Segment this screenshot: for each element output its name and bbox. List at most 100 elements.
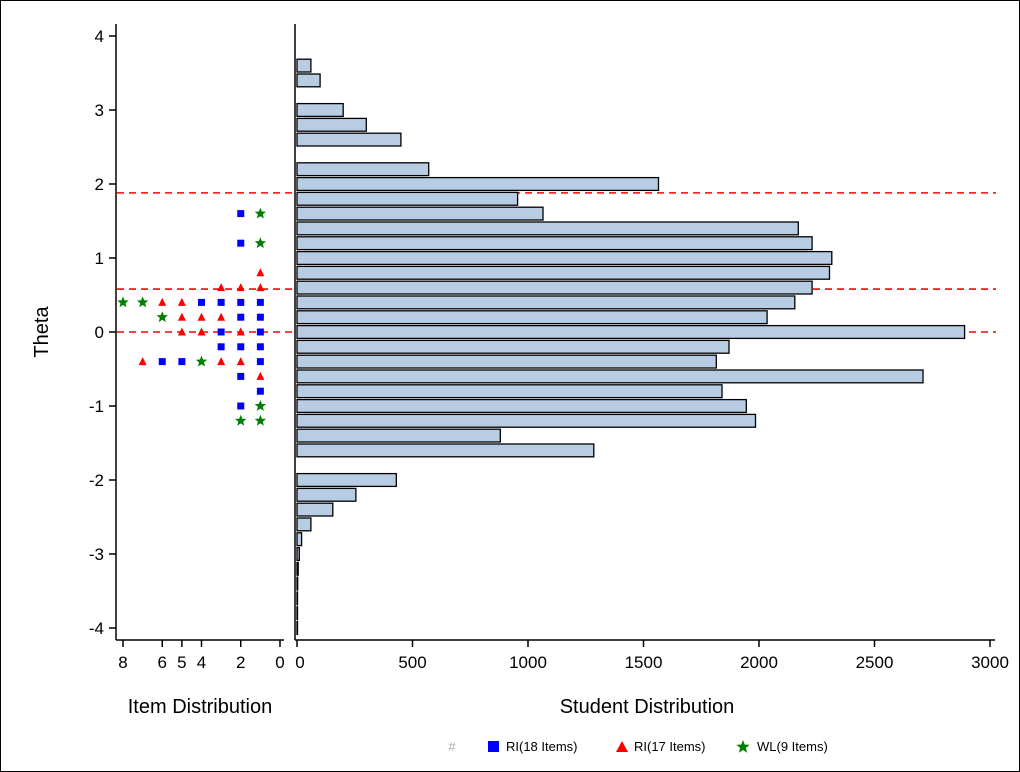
item-x-tick-label: 2 — [236, 653, 245, 672]
student-distribution-bars — [296, 58, 966, 636]
red-triangle-marker — [236, 357, 245, 366]
red-triangle-marker — [256, 268, 265, 277]
legend-label-ri18: RI(18 Items) — [506, 739, 578, 754]
red-triangle-marker — [217, 312, 226, 321]
student-x-tick-label: 0 — [295, 653, 304, 672]
student-x-tick-label: 1000 — [509, 653, 547, 672]
blue-square-marker — [256, 387, 264, 395]
red-triangle-marker — [217, 357, 226, 366]
red-triangle-marker — [177, 312, 186, 321]
red-triangle-marker — [217, 283, 226, 292]
histogram-bar — [296, 132, 402, 147]
histogram-bar — [296, 428, 501, 443]
histogram-bar — [296, 413, 757, 428]
red-triangle-marker — [177, 327, 186, 336]
legend: # RI(18 Items) RI(17 Items) WL(9 Items) — [448, 739, 827, 754]
blue-square-marker — [237, 210, 245, 218]
y-tick-label: 3 — [95, 101, 104, 120]
blue-square-marker — [198, 298, 205, 306]
histogram-bar — [296, 546, 300, 562]
histogram-bar — [296, 310, 768, 325]
blue-square-marker — [256, 298, 264, 306]
histogram-bar — [296, 472, 397, 488]
item-distribution-points — [117, 207, 267, 426]
red-triangle-marker — [158, 297, 167, 306]
item-x-tick-label: 4 — [197, 653, 206, 672]
red-triangle-marker — [177, 297, 186, 306]
green-star-marker — [235, 414, 247, 426]
blue-square-marker — [237, 298, 245, 306]
green-star-marker — [117, 296, 129, 308]
histogram-bar — [296, 280, 813, 295]
histogram-bar — [296, 502, 334, 517]
item-x-tick-label: 6 — [158, 653, 167, 672]
green-star-marker — [254, 400, 267, 411]
histogram-bar — [296, 620, 299, 636]
student-x-tick-label: 500 — [398, 653, 426, 672]
blue-square-marker — [158, 358, 166, 366]
legend-label-wl9: WL(9 Items) — [757, 739, 828, 754]
green-star-marker — [156, 311, 168, 323]
student-x-tick-label: 2500 — [856, 653, 894, 672]
blue-square-marker — [237, 343, 245, 351]
histogram-bar — [296, 176, 660, 192]
red-triangle-marker — [256, 371, 265, 380]
blue-square-marker — [217, 298, 225, 306]
y-tick-label: -2 — [89, 471, 104, 490]
blue-square-marker — [237, 313, 245, 321]
histogram-bar — [296, 250, 833, 266]
histogram-bar — [296, 102, 344, 118]
legend-item-wl9: WL(9 Items) — [736, 739, 828, 754]
histogram-bar — [296, 591, 299, 606]
histogram-bar — [296, 58, 312, 73]
y-tick-label: 0 — [95, 323, 104, 342]
y-tick-label: -1 — [89, 397, 104, 416]
blue-square-marker — [256, 328, 264, 336]
y-tick-label: -4 — [89, 619, 104, 638]
histogram-bar — [296, 487, 357, 502]
green-star-marker — [136, 296, 149, 308]
blue-square-marker — [237, 372, 245, 380]
histogram-bar — [296, 398, 747, 414]
histogram-bar — [296, 561, 299, 576]
item-x-tick-label: 5 — [177, 653, 186, 672]
student-x-tick-label: 1500 — [625, 653, 663, 672]
y-axis-title: Theta — [31, 306, 53, 358]
red-triangle-marker — [236, 327, 245, 336]
histogram-bar — [296, 443, 595, 458]
histogram-bar — [296, 517, 312, 532]
histogram-bar — [296, 324, 966, 340]
legend-hash-symbol: # — [448, 739, 456, 754]
item-x-tick-label: 8 — [118, 653, 127, 672]
red-triangle-marker — [236, 283, 245, 292]
blue-square-marker — [256, 313, 264, 321]
histogram-bar — [296, 73, 321, 88]
histogram-bar — [296, 206, 544, 221]
histogram-bar — [296, 162, 430, 177]
histogram-bar — [296, 191, 519, 206]
legend-item-ri18: RI(18 Items) — [488, 739, 578, 754]
histogram-bar — [296, 576, 299, 591]
blue-square-marker — [237, 402, 245, 410]
histogram-bar — [296, 339, 730, 354]
histogram-bar — [296, 384, 723, 399]
green-star-marker — [254, 207, 267, 219]
y-tick-label: -3 — [89, 545, 104, 564]
blue-square-marker — [256, 343, 264, 351]
y-tick-label: 2 — [95, 175, 104, 194]
histogram-bar — [296, 354, 717, 369]
red-triangle-icon — [616, 741, 628, 752]
blue-square-marker — [217, 343, 225, 351]
green-star-marker — [254, 237, 267, 249]
y-tick-label: 4 — [95, 27, 104, 46]
histogram-bar — [296, 221, 799, 236]
item-distribution-title: Item Distribution — [128, 696, 273, 718]
histogram-bar — [296, 265, 831, 280]
blue-square-marker — [217, 328, 225, 336]
green-star-marker — [195, 355, 208, 367]
histogram-bar — [296, 369, 924, 384]
student-x-tick-label: 3000 — [971, 653, 1009, 672]
legend-label-ri17: RI(17 Items) — [634, 739, 706, 754]
